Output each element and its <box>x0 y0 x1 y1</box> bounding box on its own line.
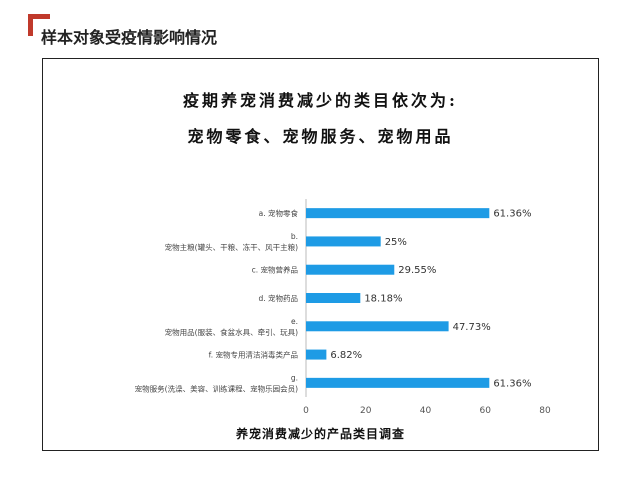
bar-4 <box>306 321 449 332</box>
bar-value-label-4: 47.73% <box>453 322 491 333</box>
bar-value-label-6: 61.36% <box>493 378 531 389</box>
category-label-1-line-1: 宠物主粮(罐头、干粮、冻干、风干主粮) <box>165 242 298 252</box>
x-tick-label-4: 80 <box>539 406 551 416</box>
category-label-5: f. 宠物专用清洁消毒类产品 <box>209 350 298 360</box>
bar-value-label-3: 18.18% <box>364 294 402 305</box>
bar-3 <box>306 293 361 303</box>
x-tick-label-2: 40 <box>420 406 432 416</box>
category-label-4-line-0: e. <box>291 317 298 326</box>
category-label-6-line-1: 宠物服务(洗澡、美容、训练课程、宠物乐园会员) <box>135 383 298 393</box>
x-tick-label-1: 20 <box>360 406 372 416</box>
category-label-2: c. 宠物营养品 <box>252 265 298 275</box>
category-label-0: a. 宠物零食 <box>259 208 299 218</box>
headline-line-2: 宠物零食、宠物服务、宠物用品 <box>187 127 454 146</box>
bar-value-label-5: 6.82% <box>330 350 362 361</box>
bar-5 <box>306 349 327 360</box>
bar-chart: 61.36% a. 宠物零食 25% b.宠物主粮(罐头、干粮、冻干、风干主粮) 29.… <box>135 199 551 416</box>
category-label-3: d. 宠物药品 <box>258 293 298 303</box>
x-tick-label-0: 0 <box>303 406 309 416</box>
bar-6 <box>306 377 490 388</box>
page-header: 样本对象受疫情影响情况 <box>0 0 641 50</box>
category-label-1-line-0: b. <box>291 232 298 241</box>
bar-1 <box>306 236 381 247</box>
chart-title: 养宠消费减少的产品类目调查 <box>235 427 405 441</box>
headline-line-1: 疫期养宠消费减少的类目依次为: <box>183 91 458 110</box>
x-tick-label-3: 60 <box>480 406 492 416</box>
page-title: 样本对象受疫情影响情况 <box>41 28 218 47</box>
bar-value-label-2: 29.55% <box>398 265 436 276</box>
category-label-4-line-1: 宠物用品(服装、食盆水具、牵引、玩具) <box>165 327 298 337</box>
chart-panel: 疫期养宠消费减少的类目依次为: 宠物零食、宠物服务、宠物用品 61.36% a. … <box>42 58 599 451</box>
category-label-6-line-0: g. <box>291 373 298 382</box>
bar-value-label-0: 61.36% <box>493 209 531 220</box>
corner-bracket-icon <box>28 14 50 36</box>
bar-value-label-1: 25% <box>385 237 407 248</box>
bar-0 <box>306 208 490 219</box>
bar-2 <box>306 264 395 275</box>
